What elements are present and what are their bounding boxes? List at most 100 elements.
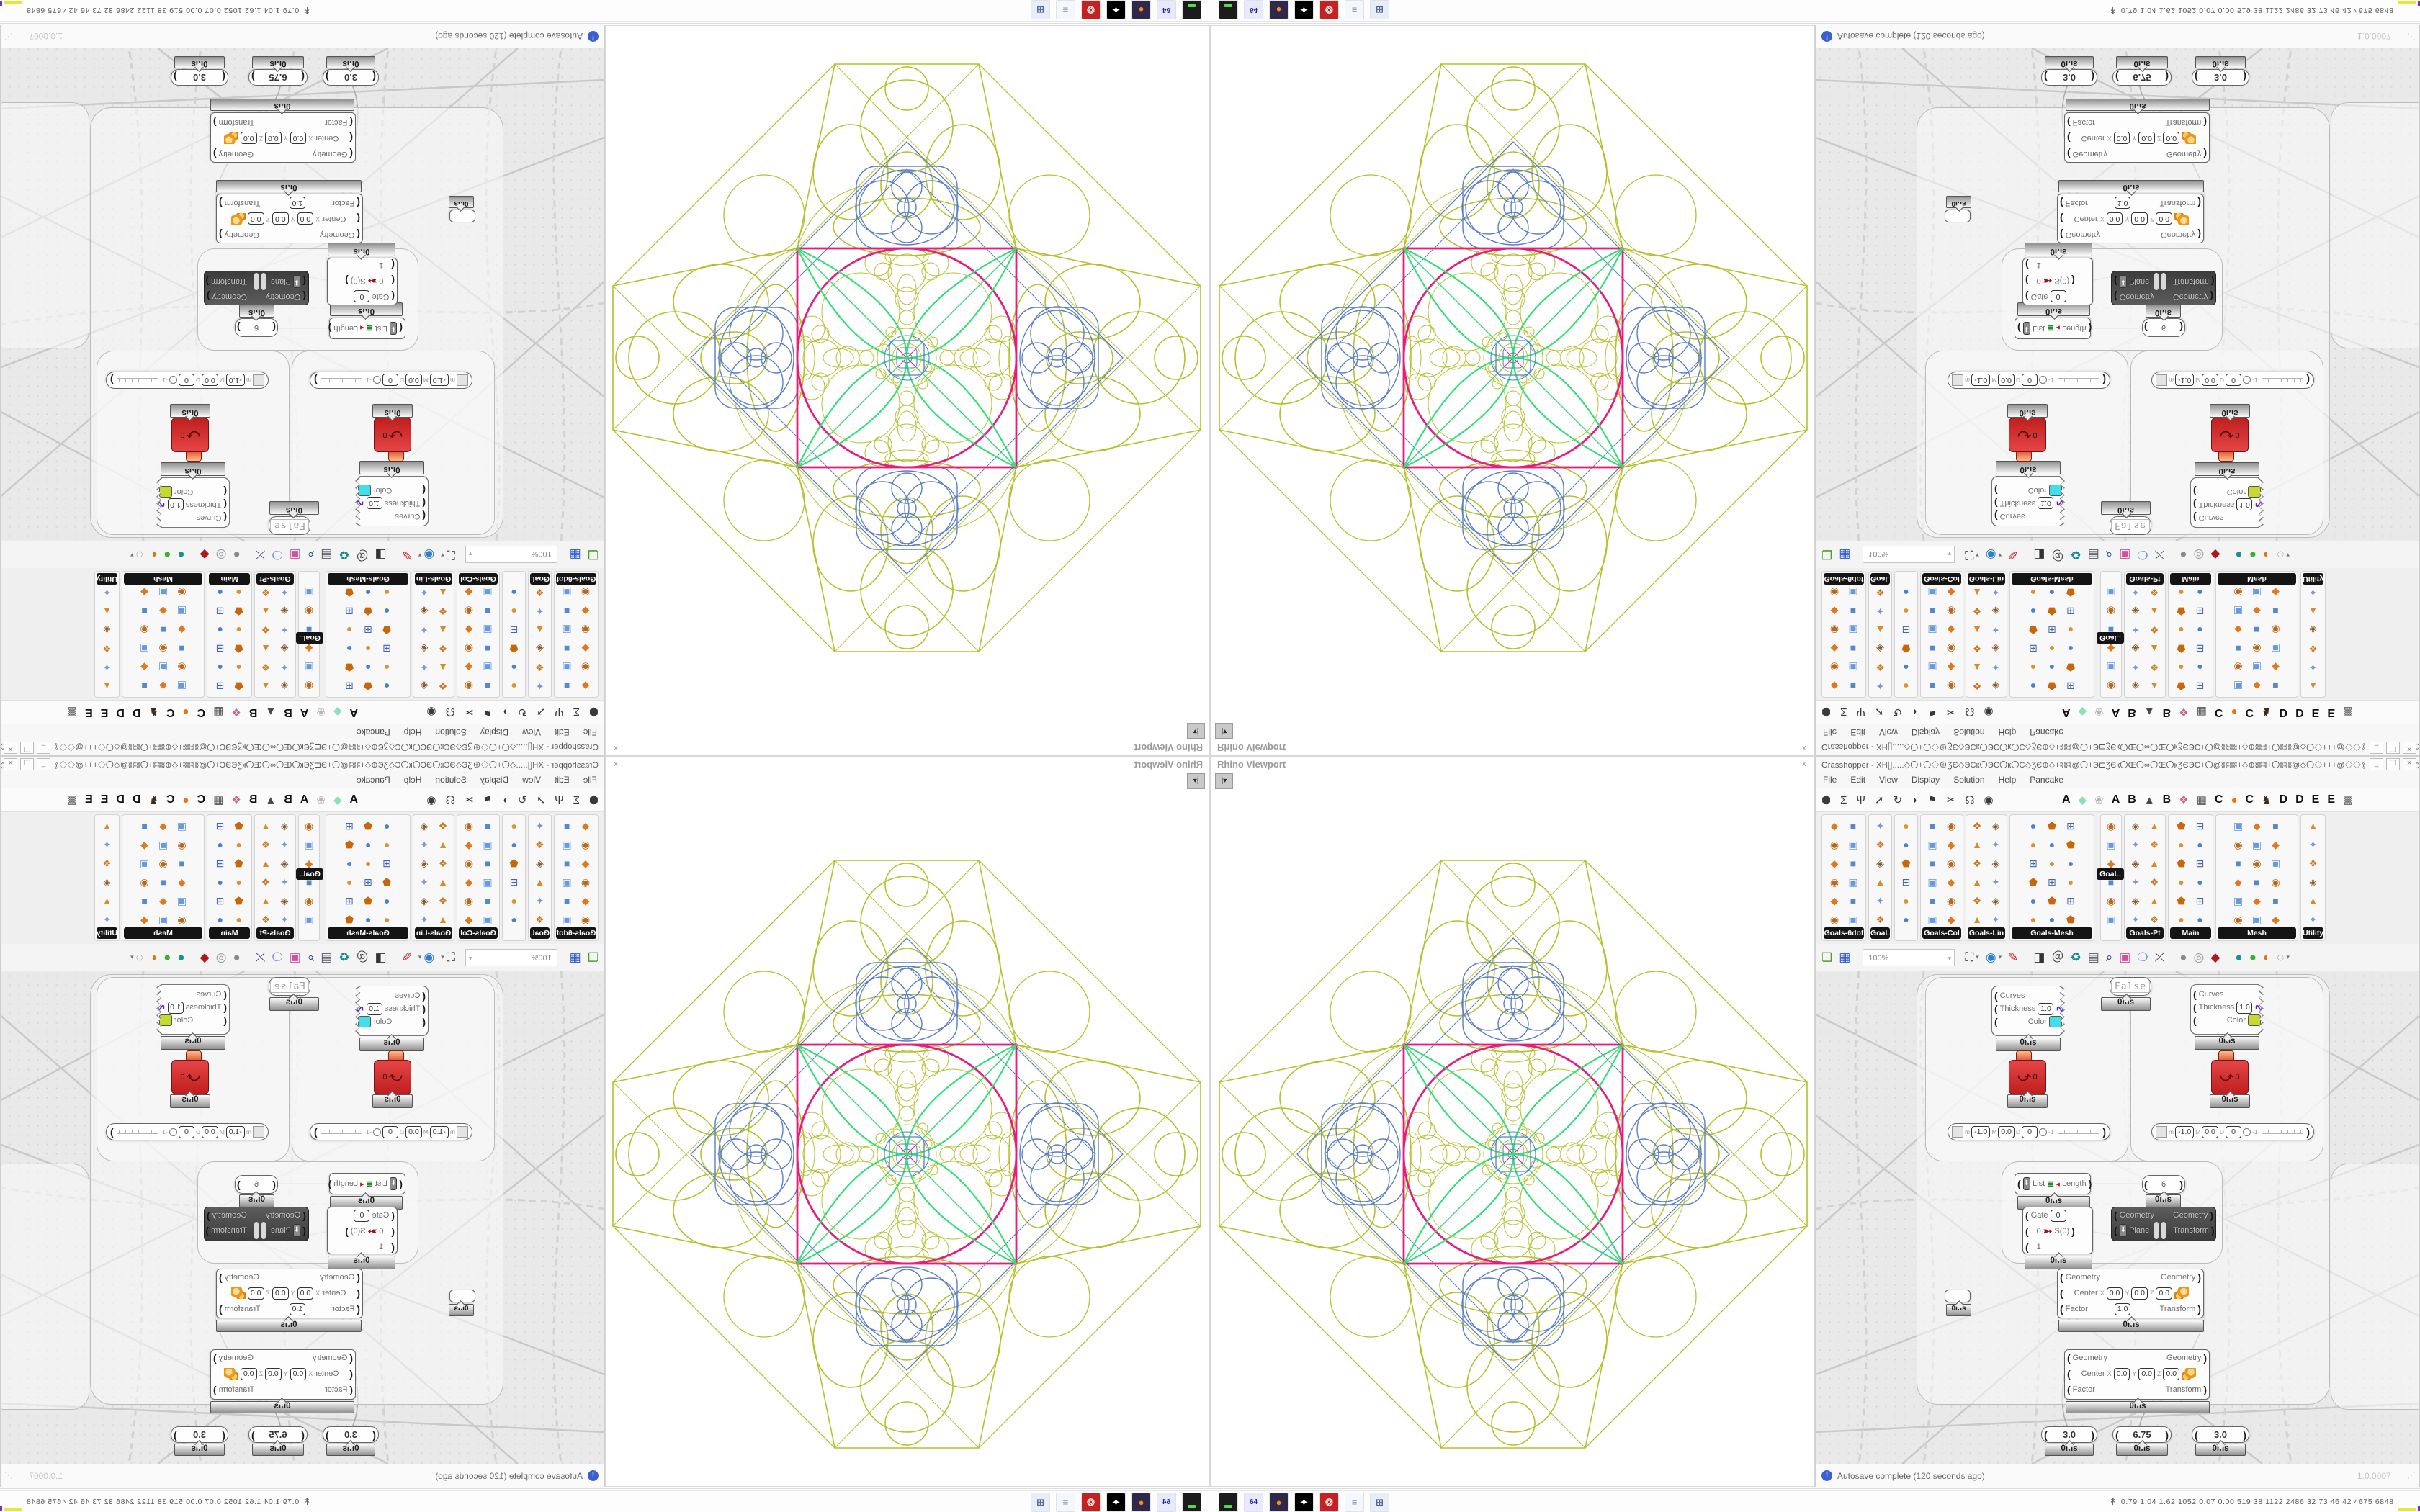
grasshopper-titlebar[interactable]: Grasshopper - XH[].....◇〇+〇◇⊕ƷЄ◇ЭСк〇ЭС〇к… (1, 757, 604, 772)
palette-group-label[interactable]: GoaL. (1870, 927, 1890, 939)
slider-rail[interactable] (117, 1130, 159, 1134)
slider-handle[interactable] (169, 1128, 177, 1136)
scale-component[interactable]: (Geometry Geometry) (Center X 0.0 Y 0.0 Z 0.0 (… (2064, 112, 2210, 163)
palette-component-icon[interactable]: ⬟ (234, 606, 243, 617)
palette-component-icon[interactable]: ● (346, 624, 353, 636)
palette-component-icon[interactable]: ● (2030, 820, 2037, 832)
palette-component-icon[interactable]: ⬟ (2047, 820, 2057, 832)
palette-component-icon[interactable]: ◈ (420, 820, 429, 832)
palette-component-icon[interactable]: ◆ (140, 587, 148, 598)
palette-group-label[interactable]: Utility (2303, 927, 2323, 939)
palette-group-label[interactable]: Goals-6dof (556, 927, 596, 939)
tab-icon[interactable]: ▩ (2342, 706, 2354, 719)
canvas-group-edge[interactable] (1, 1164, 89, 1410)
palette-component-icon[interactable]: ⬟ (363, 820, 373, 832)
list-length-component[interactable]: ( ⬇ List ≣ ◂ Length ) (2015, 1173, 2092, 1194)
preview-lineweights-component[interactable]: (Curves (Thickness 1.0 ∿ (Color (156, 477, 230, 528)
download-icon[interactable]: ⬇ (389, 322, 398, 335)
palette-component-icon[interactable]: ◈ (2131, 820, 2140, 832)
toolbar-icon[interactable]: ▾ (2286, 552, 2290, 559)
color-swatch-yellowgreen[interactable] (2248, 486, 2261, 498)
toolbar-icon[interactable]: ● (233, 950, 241, 964)
close-button[interactable]: ✕ (4, 758, 17, 770)
palette-component-icon[interactable]: ⊞ (364, 624, 372, 636)
maximize-button[interactable]: ❐ (2386, 758, 2400, 770)
menu-item-display[interactable]: Display (1911, 775, 1940, 785)
palette-component-icon[interactable]: ■ (484, 680, 491, 692)
drive-icon[interactable]: ▂ (1182, 1493, 1201, 1512)
tab-icon[interactable]: ➚ (1874, 793, 1884, 806)
palette-component-icon[interactable]: ◈ (2131, 680, 2140, 692)
preview-lineweights-component[interactable]: (Curves (Thickness 1.0 ∿ (Color (355, 986, 429, 1036)
tab-icon[interactable]: ❖ (231, 793, 241, 806)
palette-component-icon[interactable]: ◉ (1829, 914, 1839, 925)
palette-component-icon[interactable]: ● (2197, 587, 2203, 598)
palette-component-icon[interactable]: ⬟ (234, 680, 243, 692)
boolean-toggle[interactable]: False (269, 516, 310, 535)
palette-component-icon[interactable]: ■ (484, 820, 491, 832)
palette-component-icon[interactable]: ● (1903, 606, 1909, 617)
palette-component-icon[interactable]: ▲ (2149, 895, 2159, 906)
palette-component-icon[interactable]: ● (2030, 680, 2037, 692)
palette-component-icon[interactable]: ⊞ (2048, 624, 2056, 636)
palette-component-icon[interactable]: ● (2178, 876, 2184, 888)
palette-component-icon[interactable]: ● (511, 680, 517, 692)
palette-component-icon[interactable]: ❖ (261, 914, 271, 925)
palette-component-icon[interactable]: ✦ (535, 820, 544, 832)
tab-icon[interactable]: ▲ (265, 793, 277, 806)
tab-icon[interactable]: ⬢ (588, 706, 599, 719)
palette-component-icon[interactable]: ● (2178, 914, 2184, 925)
palette-component-icon[interactable]: ❖ (102, 643, 112, 654)
palette-component-icon[interactable]: ✦ (1991, 839, 2000, 850)
palette-component-icon[interactable]: ⊞ (2195, 895, 2205, 906)
fox-black-icon[interactable]: ✦ (1294, 0, 1314, 19)
palette-component-icon[interactable]: ▲ (102, 606, 112, 617)
palette-component-icon[interactable]: ◆ (465, 662, 473, 673)
palette-group-label[interactable]: Goals-Mesh (2012, 573, 2092, 585)
palette-component-icon[interactable]: ▲ (438, 587, 448, 598)
palette-group-label[interactable]: Utility (97, 573, 117, 585)
palette-component-icon[interactable]: ● (217, 624, 223, 636)
palette-group-label[interactable]: Goals-Lin (1968, 573, 2005, 585)
palette-component-icon[interactable]: ◉ (1946, 643, 1956, 654)
palette-component-icon[interactable]: ✦ (1876, 606, 1885, 617)
palette-component-icon[interactable]: ● (2178, 662, 2184, 673)
palette-component-icon[interactable]: ✦ (420, 624, 429, 636)
palette-component-icon[interactable]: ◆ (1830, 680, 1839, 692)
slider-handle[interactable] (372, 1128, 381, 1136)
tab-icon[interactable]: ▩ (66, 706, 78, 719)
error-component[interactable]: ⤻ 0 (374, 1060, 411, 1094)
palette-component-icon[interactable]: ▲ (1972, 587, 1982, 598)
palette-component-icon[interactable]: ⬟ (2028, 624, 2038, 636)
menu-item-help[interactable]: Help (1998, 727, 2017, 737)
toolbar-icon[interactable]: ＠ (356, 548, 369, 562)
palette-component-icon[interactable]: ◈ (1991, 606, 2000, 617)
tab-icon[interactable]: E (2327, 706, 2335, 719)
tab-icon[interactable]: B (284, 793, 292, 806)
palette-component-icon[interactable]: ▣ (562, 876, 572, 888)
palette-component-icon[interactable]: ▣ (304, 662, 314, 673)
palette-component-icon[interactable]: ◆ (581, 606, 590, 617)
palette-component-icon[interactable]: ✦ (102, 587, 112, 598)
palette-component-icon[interactable]: ▲ (261, 895, 271, 906)
palette-component-icon[interactable]: ▣ (158, 662, 169, 673)
toolbar-icon[interactable]: ⛶ (1965, 548, 1974, 562)
palette-component-icon[interactable]: ◉ (2233, 839, 2243, 850)
notepad-icon[interactable]: ≡ (1345, 0, 1364, 19)
slider-handle[interactable] (169, 376, 177, 384)
dark-transform-component[interactable]: (Geometry Geometry) (⬇ Plane Transform) (2111, 1207, 2216, 1241)
palette-component-icon[interactable]: ● (364, 643, 372, 654)
error-component[interactable]: ⤻ 0 (2009, 418, 2046, 452)
palette-component-icon[interactable]: ❖ (1972, 680, 1982, 692)
palette-component-icon[interactable]: ◉ (177, 914, 187, 925)
tab-icon[interactable]: ◉ (1984, 793, 1994, 806)
palette-component-icon[interactable]: ✦ (2131, 624, 2140, 636)
palette-component-icon[interactable]: ⬟ (234, 820, 243, 832)
palette-component-icon[interactable]: ◈ (1991, 858, 2000, 869)
toolbar-icon[interactable]: ▾ (130, 552, 134, 559)
toolbar-icon[interactable]: ⤫ (2154, 950, 2165, 964)
menu-item-view[interactable]: View (522, 775, 541, 785)
palette-component-icon[interactable]: ▣ (562, 624, 572, 636)
palette-group-label[interactable]: Goals-Pt (2126, 927, 2164, 939)
